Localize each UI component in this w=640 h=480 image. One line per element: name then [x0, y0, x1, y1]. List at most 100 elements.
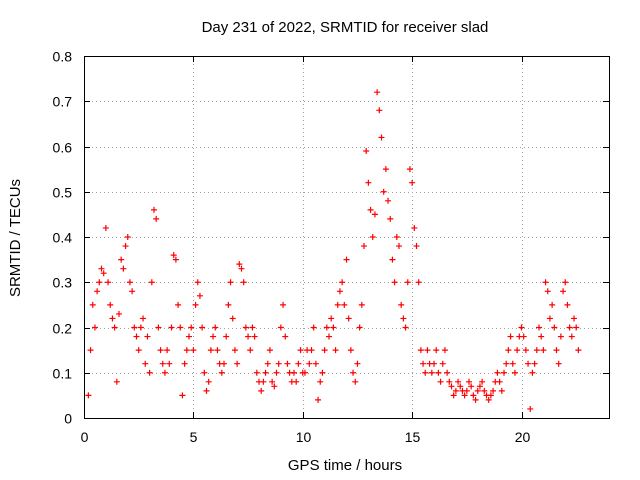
- y-tick-label: 0.1: [53, 366, 73, 382]
- data-point: [212, 324, 219, 331]
- data-point: [321, 347, 328, 354]
- data-point: [297, 347, 304, 354]
- data-point: [378, 134, 385, 141]
- data-point: [181, 360, 188, 367]
- data-point: [455, 378, 462, 385]
- data-point: [345, 315, 352, 322]
- data-point: [264, 360, 271, 367]
- data-point: [172, 256, 179, 263]
- data-point: [135, 347, 142, 354]
- data-point: [258, 387, 265, 394]
- data-point: [100, 270, 107, 277]
- data-point: [336, 288, 343, 295]
- data-point: [339, 279, 346, 286]
- y-tick-label: 0.4: [53, 230, 73, 246]
- data-point: [170, 252, 177, 259]
- x-tick-label: 15: [405, 429, 421, 445]
- data-point: [527, 405, 534, 412]
- data-point: [291, 369, 297, 376]
- data-point: [91, 324, 98, 331]
- data-point: [164, 347, 171, 354]
- data-point: [105, 279, 112, 286]
- data-point: [466, 378, 472, 385]
- data-point: [501, 369, 507, 376]
- data-point: [196, 292, 203, 299]
- data-point: [312, 360, 319, 367]
- data-point: [205, 378, 212, 385]
- data-point: [190, 347, 197, 354]
- data-point: [240, 279, 247, 286]
- data-point: [404, 279, 411, 286]
- data-point: [343, 256, 350, 263]
- data-point: [393, 234, 400, 240]
- data-point: [116, 310, 122, 317]
- data-point: [441, 347, 448, 354]
- data-point: [118, 256, 125, 263]
- y-tick-label: 0.2: [53, 321, 73, 337]
- data-point: [387, 215, 394, 222]
- data-point: [417, 347, 424, 354]
- data-point: [544, 288, 551, 295]
- data-point: [159, 360, 166, 367]
- data-point: [111, 324, 118, 331]
- data-point: [223, 333, 230, 340]
- data-point: [435, 369, 442, 376]
- data-point: [542, 279, 549, 286]
- data-point: [568, 333, 575, 340]
- data-point: [301, 369, 308, 376]
- x-tick-label: 10: [296, 429, 312, 445]
- data-point: [308, 347, 315, 354]
- data-point: [328, 315, 335, 322]
- data-point: [520, 333, 527, 340]
- data-point: [446, 378, 453, 385]
- data-point: [382, 166, 389, 173]
- y-tick-label: 0.7: [53, 94, 73, 110]
- data-point: [326, 333, 332, 340]
- data-point: [275, 360, 282, 367]
- data-point: [284, 360, 291, 367]
- data-point: [295, 360, 302, 367]
- data-point: [376, 107, 383, 114]
- data-point: [133, 333, 140, 340]
- x-tick-label: 20: [515, 429, 531, 445]
- data-point: [452, 387, 459, 394]
- data-point: [518, 324, 525, 331]
- data-point: [470, 392, 477, 399]
- data-point: [109, 315, 116, 322]
- data-point: [236, 261, 243, 268]
- data-point: [444, 369, 451, 376]
- data-point: [354, 360, 361, 367]
- data-point: [140, 315, 147, 322]
- y-tick-label: 0.6: [53, 140, 73, 156]
- data-point: [94, 288, 101, 295]
- data-point: [319, 369, 326, 376]
- data-point: [269, 378, 276, 385]
- data-point: [411, 224, 418, 231]
- data-point: [413, 243, 420, 250]
- data-point: [229, 315, 236, 322]
- data-point: [391, 279, 398, 286]
- data-point: [551, 324, 558, 331]
- data-point: [207, 347, 214, 354]
- data-point: [361, 243, 367, 250]
- data-point: [157, 347, 164, 354]
- data-point: [253, 369, 260, 376]
- data-point: [496, 378, 503, 385]
- data-point: [177, 324, 184, 331]
- x-tick-labels: 0 5 10 15 20: [81, 429, 531, 445]
- data-point: [481, 387, 488, 394]
- data-point: [227, 279, 234, 286]
- data-point: [330, 324, 337, 331]
- y-axis-label: SRMTID / TECUs: [7, 179, 24, 297]
- data-point: [280, 301, 287, 308]
- data-point: [277, 324, 284, 331]
- x-axis-label: GPS time / hours: [288, 457, 402, 474]
- data-point: [468, 383, 475, 390]
- data-point: [428, 369, 435, 376]
- data-point: [188, 324, 195, 331]
- data-point: [166, 360, 173, 367]
- data-point: [234, 360, 241, 367]
- data-point: [529, 369, 536, 376]
- data-point: [538, 333, 545, 340]
